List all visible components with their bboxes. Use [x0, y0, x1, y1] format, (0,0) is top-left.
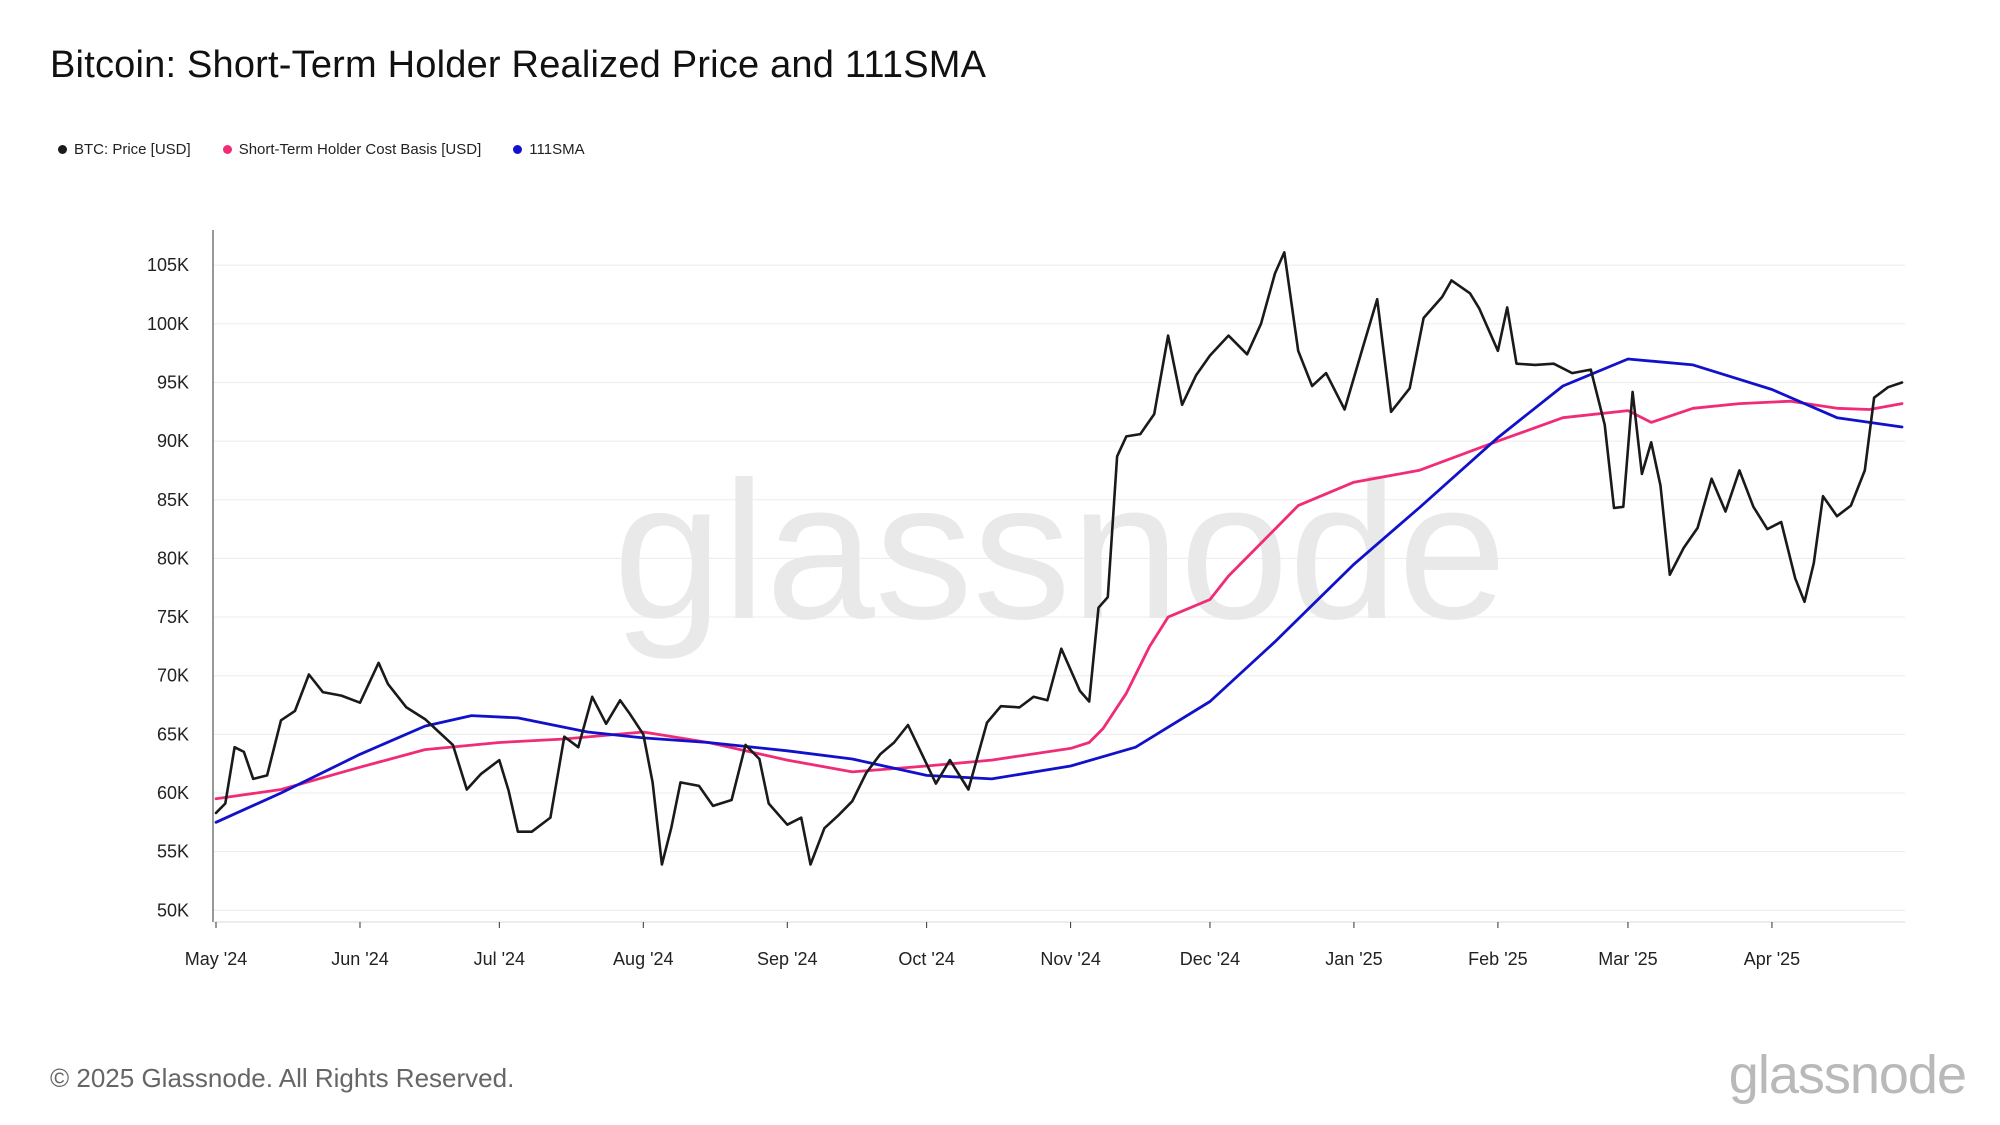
- legend-item-btc-price[interactable]: BTC: Price [USD]: [58, 141, 191, 158]
- chart-title: Bitcoin: Short-Term Holder Realized Pric…: [50, 44, 987, 86]
- series-lines: [214, 251, 1904, 866]
- x-tick-label: Jan '25: [1325, 949, 1382, 969]
- legend-label-sth-cost-basis: Short-Term Holder Cost Basis [USD]: [238, 141, 482, 158]
- legend-marker-111sma: [513, 145, 523, 154]
- y-tick-label: 50K: [157, 900, 189, 920]
- legend-marker-btc-price: [58, 145, 67, 154]
- y-tick-label: 105K: [147, 255, 189, 275]
- x-tick-label: Aug '24: [613, 949, 674, 969]
- legend-item-111sma[interactable]: 111SMA: [513, 141, 585, 158]
- x-tick-label: Mar '25: [1598, 949, 1657, 969]
- y-tick-label: 95K: [157, 372, 189, 392]
- tick-labels: 50K 55K 60K 65K 70K 75K 80K 85K 90K 95K 100K 105K Ma…: [147, 255, 1800, 969]
- y-tick-label: 65K: [157, 724, 189, 744]
- legend-label-111sma: 111SMA: [529, 141, 585, 158]
- y-tick-label: 100K: [147, 314, 189, 334]
- y-tick-label: 90K: [157, 431, 189, 451]
- y-tick-label: 60K: [157, 783, 189, 803]
- legend-item-sth-cost-basis[interactable]: Short-Term Holder Cost Basis [USD]: [222, 141, 482, 158]
- x-tick-label: Jun '24: [331, 949, 388, 969]
- legend-label-btc-price: BTC: Price [USD]: [74, 141, 191, 158]
- watermark-text: glassnode: [613, 441, 1507, 660]
- y-tick-label: 75K: [157, 607, 189, 627]
- x-tick-label: Feb '25: [1468, 949, 1527, 969]
- x-tick-label: Sep '24: [757, 949, 818, 969]
- x-tick-label: Apr '25: [1744, 949, 1800, 969]
- series-line-111sma: [214, 357, 1904, 824]
- y-tick-label: 85K: [157, 490, 189, 510]
- legend: BTC: Price [USD] Short-Term Holder Cost …: [58, 141, 617, 158]
- glassnode-logo: glassnode: [1728, 1045, 1967, 1105]
- y-tick-label: 80K: [157, 548, 189, 568]
- legend-marker-sth-cost-basis: [222, 145, 232, 154]
- series-line-btc-price: [214, 251, 1904, 866]
- axes: [212, 230, 1905, 928]
- copyright-text: © 2025 Glassnode. All Rights Reserved.: [50, 1063, 515, 1093]
- x-tick-label: Oct '24: [898, 949, 954, 969]
- x-tick-label: Dec '24: [1180, 949, 1240, 969]
- y-tick-label: 70K: [157, 666, 189, 686]
- x-tick-label: Nov '24: [1040, 949, 1100, 969]
- y-tick-label: 55K: [157, 842, 189, 862]
- x-tick-label: Jul '24: [474, 949, 525, 969]
- x-tick-label: May '24: [185, 949, 247, 969]
- grid-lines: [213, 264, 1905, 911]
